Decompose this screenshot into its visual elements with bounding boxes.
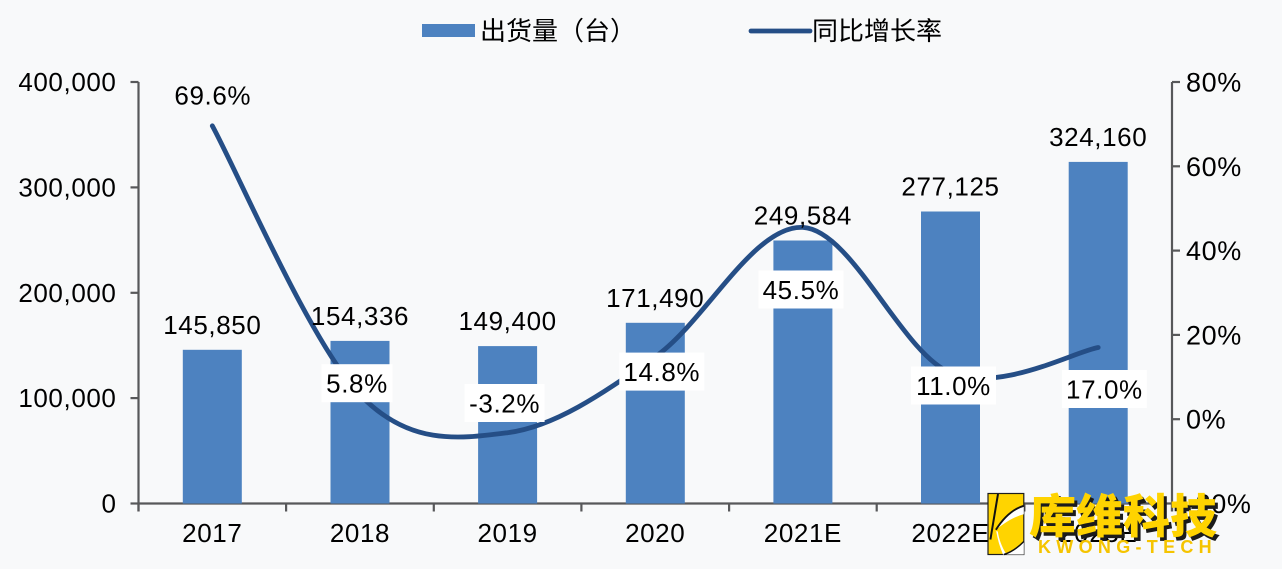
svg-text:2021E: 2021E: [764, 518, 842, 548]
svg-text:100,000: 100,000: [18, 383, 116, 413]
svg-text:200,000: 200,000: [18, 278, 116, 308]
svg-text:KWONG-TECH: KWONG-TECH: [1038, 537, 1217, 557]
svg-text:-3.2%: -3.2%: [469, 389, 540, 419]
svg-text:145,850: 145,850: [163, 310, 261, 340]
svg-text:324,160: 324,160: [1049, 122, 1147, 152]
svg-text:45.5%: 45.5%: [763, 275, 840, 305]
svg-text:17.0%: 17.0%: [1066, 375, 1143, 405]
svg-text:300,000: 300,000: [18, 172, 116, 202]
svg-text:2020: 2020: [625, 518, 685, 548]
svg-text:60%: 60%: [1186, 152, 1242, 182]
svg-text:2022E: 2022E: [911, 518, 989, 548]
svg-text:154,336: 154,336: [311, 301, 409, 331]
svg-text:249,584: 249,584: [754, 201, 852, 231]
svg-text:40%: 40%: [1186, 236, 1242, 266]
svg-text:14.8%: 14.8%: [623, 357, 700, 387]
svg-text:149,400: 149,400: [459, 306, 557, 336]
svg-text:2019: 2019: [477, 518, 537, 548]
svg-text:277,125: 277,125: [901, 172, 999, 202]
svg-text:11.0%: 11.0%: [916, 371, 991, 401]
svg-text:0: 0: [101, 489, 116, 519]
svg-text:20%: 20%: [1186, 320, 1242, 350]
svg-text:80%: 80%: [1186, 68, 1242, 98]
svg-text:2018: 2018: [330, 518, 390, 548]
svg-text:69.6%: 69.6%: [174, 81, 251, 111]
svg-text:2017: 2017: [182, 518, 242, 548]
svg-text:400,000: 400,000: [18, 67, 116, 97]
svg-text:171,490: 171,490: [606, 283, 704, 313]
svg-text:5.8%: 5.8%: [326, 369, 388, 399]
svg-text:0%: 0%: [1186, 405, 1226, 435]
